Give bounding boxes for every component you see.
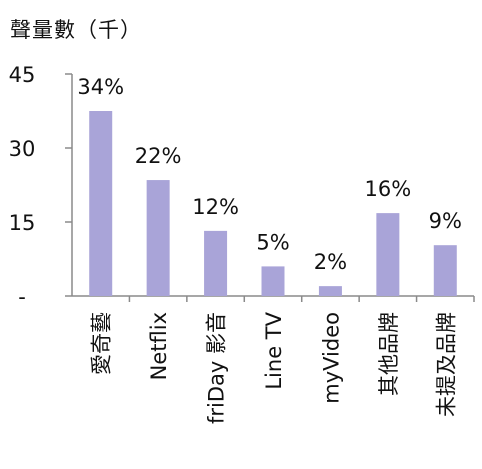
data-label: 2% [314,250,347,274]
data-label: 9% [429,209,462,233]
x-tick-label: 愛奇藝 [90,312,114,375]
x-tick-label: Line TV [262,311,286,389]
x-tick-label: 其他品牌 [377,312,401,396]
bar [261,266,285,296]
y-tick-label: 15 [9,211,36,235]
data-label: 16% [365,177,412,201]
x-tick-label: friDay 影音 [205,312,229,424]
x-tick-label: Netflix [147,312,171,380]
bar [89,111,113,296]
bar [376,213,400,296]
bar [146,180,170,296]
x-tick-label: myVideo [319,312,343,404]
y-tick-label: - [18,285,26,309]
bar [318,286,342,296]
y-tick-label: 30 [9,137,36,161]
bar [433,245,457,296]
data-label: 22% [135,144,182,168]
data-label: 5% [256,230,289,254]
y-axis-label: 聲量數（千） [10,18,142,42]
x-tick-label: 未提及品牌 [434,312,458,417]
bar [204,230,228,296]
data-label: 34% [77,75,124,99]
y-tick-label: 45 [9,63,36,87]
data-label: 12% [192,195,239,219]
